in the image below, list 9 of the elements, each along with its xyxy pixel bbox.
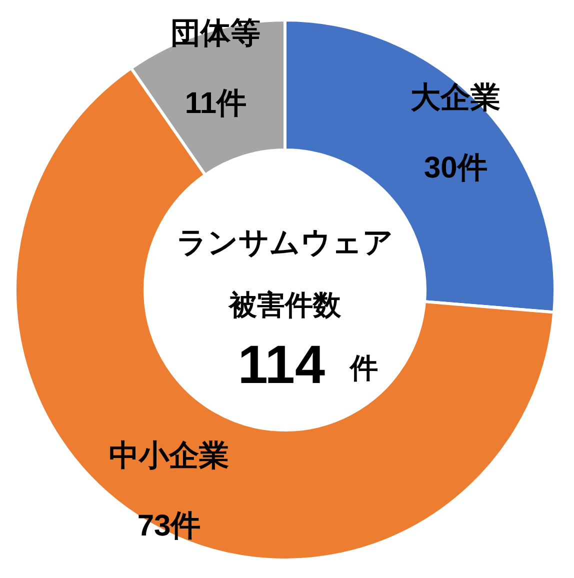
text: ランサムウェア <box>176 226 394 260</box>
data-label: 11件 <box>184 87 247 120</box>
text: 114 <box>238 335 325 395</box>
text: 件 <box>349 352 378 384</box>
slice-label: 団体等 <box>170 17 261 50</box>
slice-label: 大企業 <box>410 81 501 114</box>
text: 被害件数 <box>227 290 342 320</box>
slice-label: 中小企業 <box>109 439 229 472</box>
data-label: 30件 <box>424 151 488 184</box>
